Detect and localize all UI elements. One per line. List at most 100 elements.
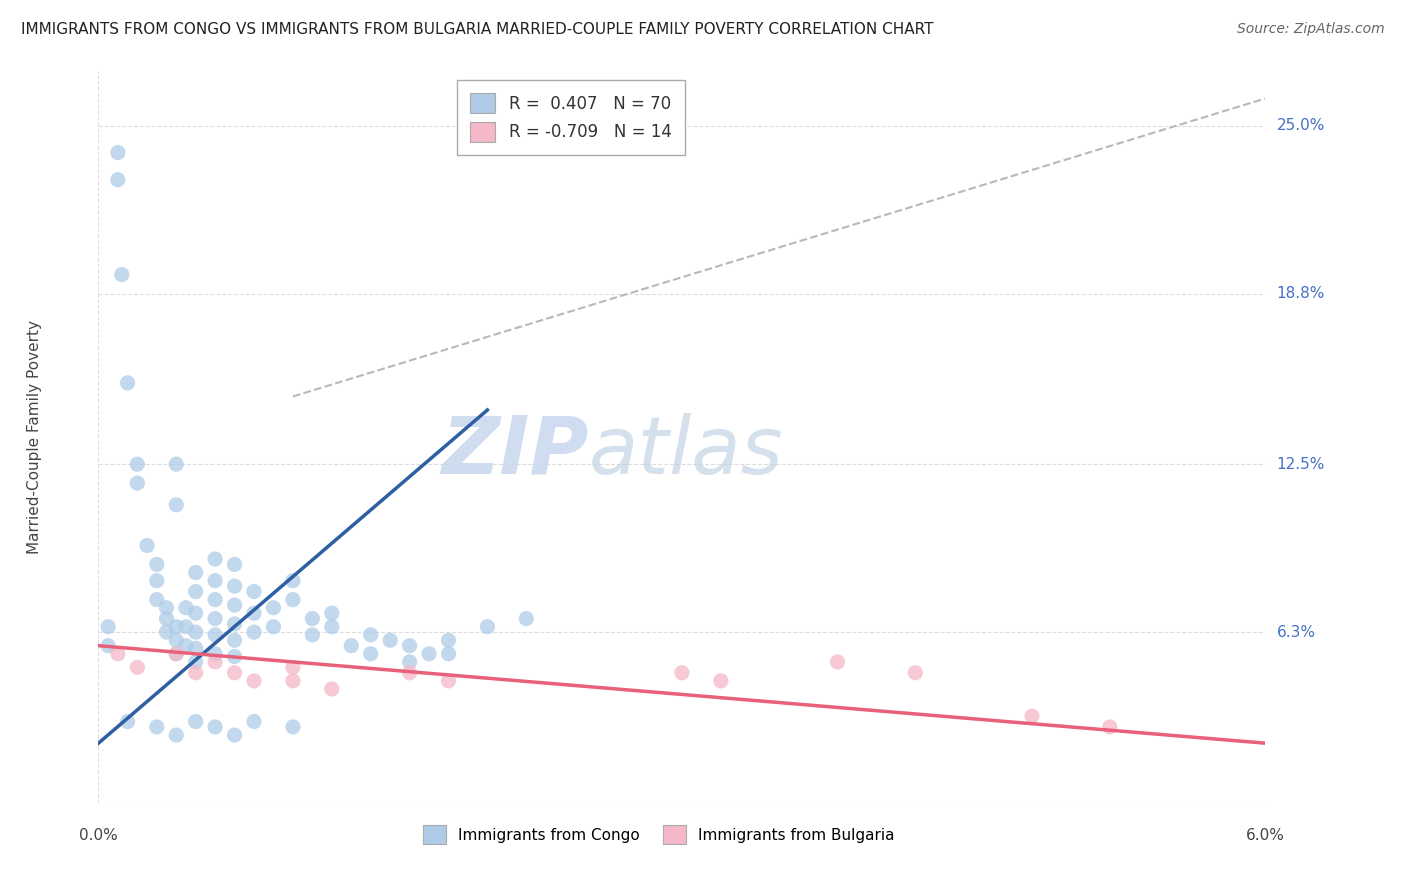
- Point: [398, 639, 420, 653]
- Legend: Immigrants from Congo, Immigrants from Bulgaria: Immigrants from Congo, Immigrants from B…: [416, 819, 900, 850]
- Point: [437, 647, 460, 661]
- Text: Source: ZipAtlas.com: Source: ZipAtlas.com: [1237, 22, 1385, 37]
- Point: [111, 268, 134, 282]
- Point: [204, 720, 226, 734]
- Point: [380, 633, 402, 648]
- Point: [437, 633, 460, 648]
- Point: [281, 720, 304, 734]
- Point: [146, 592, 169, 607]
- Text: 25.0%: 25.0%: [1277, 118, 1324, 133]
- Point: [204, 574, 226, 588]
- Point: [204, 552, 226, 566]
- Point: [184, 566, 207, 580]
- Point: [398, 655, 420, 669]
- Text: 0.0%: 0.0%: [79, 828, 118, 843]
- Point: [184, 655, 207, 669]
- Point: [155, 611, 177, 625]
- Text: ZIP: ZIP: [441, 413, 589, 491]
- Text: IMMIGRANTS FROM CONGO VS IMMIGRANTS FROM BULGARIA MARRIED-COUPLE FAMILY POVERTY : IMMIGRANTS FROM CONGO VS IMMIGRANTS FROM…: [21, 22, 934, 37]
- Point: [360, 647, 382, 661]
- Point: [437, 673, 460, 688]
- Text: Married-Couple Family Poverty: Married-Couple Family Poverty: [27, 320, 42, 554]
- Point: [224, 617, 246, 632]
- Point: [321, 681, 343, 696]
- Point: [184, 665, 207, 680]
- Point: [204, 628, 226, 642]
- Point: [117, 376, 139, 390]
- Point: [224, 598, 246, 612]
- Point: [340, 639, 363, 653]
- Point: [127, 660, 149, 674]
- Point: [174, 639, 197, 653]
- Point: [224, 558, 246, 572]
- Point: [107, 172, 129, 186]
- Point: [281, 592, 304, 607]
- Point: [301, 611, 323, 625]
- Point: [1098, 720, 1121, 734]
- Point: [398, 665, 420, 680]
- Text: 6.3%: 6.3%: [1277, 624, 1316, 640]
- Text: 12.5%: 12.5%: [1277, 457, 1324, 472]
- Point: [184, 641, 207, 656]
- Point: [477, 620, 499, 634]
- Point: [827, 655, 849, 669]
- Text: 18.8%: 18.8%: [1277, 286, 1324, 301]
- Point: [904, 665, 927, 680]
- Point: [184, 714, 207, 729]
- Point: [281, 574, 304, 588]
- Point: [97, 639, 120, 653]
- Point: [127, 476, 149, 491]
- Point: [97, 620, 120, 634]
- Point: [243, 606, 266, 620]
- Point: [262, 600, 284, 615]
- Point: [262, 620, 284, 634]
- Point: [165, 647, 187, 661]
- Point: [165, 647, 187, 661]
- Point: [224, 579, 246, 593]
- Point: [204, 592, 226, 607]
- Point: [515, 611, 537, 625]
- Point: [107, 145, 129, 160]
- Point: [146, 558, 169, 572]
- Point: [321, 606, 343, 620]
- Point: [146, 574, 169, 588]
- Point: [321, 620, 343, 634]
- Point: [418, 647, 440, 661]
- Point: [165, 457, 187, 471]
- Point: [155, 625, 177, 640]
- Point: [107, 647, 129, 661]
- Point: [671, 665, 693, 680]
- Point: [174, 600, 197, 615]
- Point: [184, 584, 207, 599]
- Point: [146, 720, 169, 734]
- Point: [243, 584, 266, 599]
- Point: [204, 655, 226, 669]
- Point: [281, 673, 304, 688]
- Point: [204, 611, 226, 625]
- Point: [117, 714, 139, 729]
- Text: 6.0%: 6.0%: [1246, 828, 1285, 843]
- Point: [155, 600, 177, 615]
- Point: [204, 647, 226, 661]
- Point: [281, 660, 304, 674]
- Point: [224, 649, 246, 664]
- Point: [224, 633, 246, 648]
- Point: [360, 628, 382, 642]
- Point: [165, 728, 187, 742]
- Point: [136, 538, 159, 552]
- Point: [710, 673, 733, 688]
- Point: [243, 625, 266, 640]
- Point: [243, 714, 266, 729]
- Point: [184, 625, 207, 640]
- Point: [243, 673, 266, 688]
- Point: [301, 628, 323, 642]
- Point: [174, 620, 197, 634]
- Point: [165, 498, 187, 512]
- Point: [1021, 709, 1043, 723]
- Point: [165, 633, 187, 648]
- Text: atlas: atlas: [589, 413, 783, 491]
- Point: [224, 665, 246, 680]
- Point: [184, 606, 207, 620]
- Point: [127, 457, 149, 471]
- Point: [165, 620, 187, 634]
